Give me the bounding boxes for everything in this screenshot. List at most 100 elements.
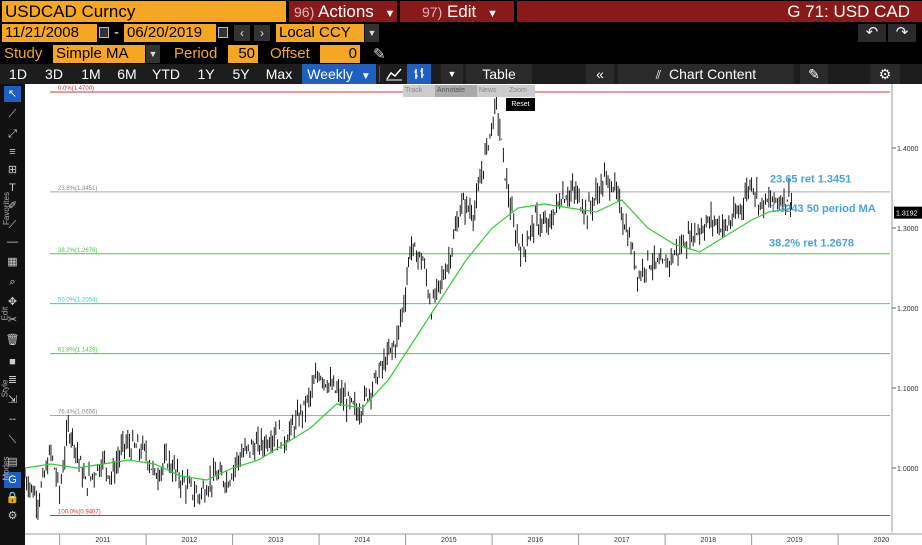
end-date-field[interactable]: 06/20/2019 xyxy=(124,24,216,42)
study-select[interactable]: Simple MA xyxy=(53,45,145,63)
line-style-icon[interactable]: ≣ xyxy=(7,374,18,386)
date-range-bar: 11/21/2008 - 06/20/2019 ‹ › Local CCY ▼ … xyxy=(0,23,922,44)
edit-chart-icon[interactable]: ✎ xyxy=(800,64,828,84)
zoom-button[interactable]: Zoom xyxy=(509,87,527,94)
actions-menu[interactable]: 96) Actions ▼ xyxy=(289,1,397,22)
range-ytd-button[interactable]: YTD xyxy=(152,66,180,82)
range-6m-button[interactable]: 6M xyxy=(117,66,137,82)
reset-button[interactable]: Reset xyxy=(506,98,535,111)
line-chart-icon[interactable] xyxy=(383,64,405,84)
magnify-icon[interactable]: ⌕ xyxy=(9,276,16,288)
x-tick-label: 2016 xyxy=(528,537,544,544)
gear-icon[interactable]: ⚙ xyxy=(870,64,900,84)
modes-label: Modes xyxy=(1,456,11,481)
chart-mode-toolbar: Track Annotate News Zoom xyxy=(403,85,535,97)
snap-icon[interactable]: G xyxy=(4,472,21,488)
x-tick-label: 2013 xyxy=(268,537,284,544)
move-icon[interactable]: ✥ xyxy=(7,296,18,308)
prev-period-icon[interactable]: ‹ xyxy=(234,25,250,41)
x-tick-label: 2018 xyxy=(701,537,717,544)
range-max-button[interactable]: Max xyxy=(265,66,293,82)
trend-tool-icon[interactable]: ⤢ xyxy=(8,128,17,140)
pencil-icon[interactable]: ✎ xyxy=(373,46,386,63)
range-1d-button[interactable]: 1D xyxy=(9,66,27,82)
text-tool-icon[interactable]: T xyxy=(9,182,16,194)
channel-tool-icon[interactable]: ⊞ xyxy=(7,164,18,176)
chevron-down-icon[interactable]: ▼ xyxy=(146,45,160,63)
thickness-icon[interactable]: ⟍ xyxy=(8,434,17,446)
currency-select[interactable]: Local CCY xyxy=(276,24,364,42)
horizontal-line-icon[interactable]: — xyxy=(7,236,18,248)
x-tick-label: 2020 xyxy=(874,537,890,544)
chart-type-dropdown-icon[interactable]: ▼ xyxy=(441,64,463,84)
chart-content-button[interactable]: ⫽ Chart Content xyxy=(618,64,794,84)
chart-content-icon: ⫽ xyxy=(655,68,662,82)
x-tick-label: 2017 xyxy=(614,537,630,544)
range-1y-button[interactable]: 1Y xyxy=(197,66,215,82)
range-1m-button[interactable]: 1M xyxy=(81,66,101,82)
chevron-down-icon[interactable]: ▼ xyxy=(365,24,379,42)
x-tick-label: 2012 xyxy=(182,537,198,544)
mode-icon[interactable]: ▤ xyxy=(7,456,18,468)
table-button[interactable]: Table xyxy=(466,64,532,84)
range-3d-button[interactable]: 3D xyxy=(45,66,63,82)
start-date-field[interactable]: 11/21/2008 xyxy=(2,24,97,42)
undo-icon[interactable]: ↶ xyxy=(858,24,886,42)
style-label: Style xyxy=(0,379,10,398)
fibonacci-tool-icon[interactable]: ≡ xyxy=(9,146,16,158)
cursor-icon[interactable]: ↖ xyxy=(4,86,21,102)
y-tick-label: 1.3000 xyxy=(897,226,919,233)
frequency-select[interactable]: Weekly ▼ xyxy=(302,64,376,84)
graph-title: G 71: USD CAD xyxy=(787,2,910,21)
period-input[interactable]: 50 xyxy=(228,45,258,63)
color-icon[interactable]: ■ xyxy=(9,356,16,368)
title-bar-fill xyxy=(517,1,922,22)
fib-level-label: 100.0%(0.9407) xyxy=(58,509,101,515)
cut-icon[interactable]: ✂ xyxy=(7,314,18,326)
dash-style-icon[interactable]: ╌ xyxy=(9,414,16,426)
redo-icon[interactable]: ↷ xyxy=(888,24,916,42)
news-button[interactable]: News xyxy=(479,87,497,94)
chart-area[interactable]: 0.0%(1.4700) 23.6%(1.3451) 38.2%(1.2678) 50… xyxy=(25,84,922,545)
chart-annotation: 23.65 ret 1.3451 xyxy=(770,173,851,185)
chevron-down-icon: ▼ xyxy=(360,71,371,82)
divider xyxy=(379,66,380,82)
trash-icon[interactable]: 🗑 xyxy=(5,334,20,346)
chart-content-label: Chart Content xyxy=(669,66,757,82)
arrow-style-icon[interactable]: ⇲ xyxy=(7,394,18,406)
chart-annotation: 1.3243 50 period MA xyxy=(770,203,876,215)
collapse-icon[interactable]: « xyxy=(586,64,614,84)
y-tick-label: 1.1000 xyxy=(897,386,919,393)
gear-icon[interactable]: ⚙ xyxy=(7,510,18,522)
drawing-toolbar: ↖ ⟋ ⤢ ≡ ⊞ T ✐ ⟋ — ▦ ⌕ ✥ ✂ 🗑 ■ ≣ ⇲ ╌ ⟍ ▤ … xyxy=(0,84,25,545)
y-tick-label: 1.2000 xyxy=(897,306,919,313)
date-separator: - xyxy=(114,24,119,41)
fib-level-label: 0.0%(1.4700) xyxy=(58,86,94,92)
offset-label: Offset xyxy=(270,45,310,62)
ticker-field[interactable]: USDCAD Curncy xyxy=(2,1,286,22)
calendar-icon[interactable] xyxy=(99,27,109,38)
x-tick-label: 2015 xyxy=(441,537,457,544)
actions-menu-number: 96) xyxy=(294,4,315,20)
line-tool-icon[interactable]: ⟋ xyxy=(8,108,17,120)
annotate-button[interactable]: Annotate xyxy=(435,85,477,97)
calendar-icon[interactable] xyxy=(218,27,228,38)
lock-icon[interactable]: 🔒 xyxy=(5,492,20,504)
edit-menu[interactable]: 97) Edit ▼ xyxy=(400,1,514,22)
brush-tool-icon[interactable]: ⟋ xyxy=(8,219,17,231)
chart-toolbar: 1D 3D 1M 6M YTD 1Y 5Y Max Weekly ▼ ▼ Tab… xyxy=(0,64,922,84)
track-button[interactable]: Track xyxy=(405,87,423,94)
offset-input[interactable]: 0 xyxy=(320,45,360,63)
chevron-down-icon: ▼ xyxy=(487,8,498,20)
range-5y-button[interactable]: 5Y xyxy=(232,66,250,82)
pen-tool-icon[interactable]: ✐ xyxy=(7,200,18,212)
edit-menu-label: Edit xyxy=(446,2,477,21)
x-tick-label: 2019 xyxy=(787,537,803,544)
study-bar: Study Simple MA ▼ Period 50 Offset 0 ✎ xyxy=(0,44,922,64)
ruler-icon[interactable]: ▦ xyxy=(7,256,18,268)
next-period-icon[interactable]: › xyxy=(254,25,270,41)
fib-level-label: 61.8%(1.1429) xyxy=(58,348,97,354)
moving-average-line xyxy=(25,199,791,481)
bar-chart-icon[interactable] xyxy=(407,64,431,84)
chart-annotation: 38.2% ret 1.2678 xyxy=(769,238,854,250)
